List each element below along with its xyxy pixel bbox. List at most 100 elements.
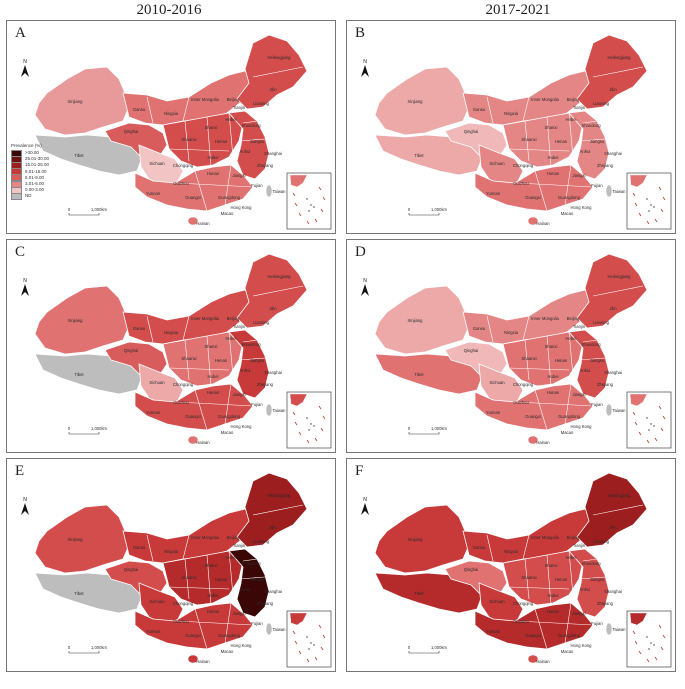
province-label: Shandong [581,342,601,347]
scale-bar [408,432,440,435]
province-label: Shaanxi [181,575,196,580]
province-border [184,558,190,600]
province-border [242,558,258,562]
scale-bar [68,651,100,654]
province-label: Shandong [581,561,601,566]
province-label: Yunnan [486,191,501,196]
province-border [162,343,170,369]
province-label: Hunan [547,390,560,395]
province-label: Shanghai [264,370,282,375]
province-border [502,343,510,369]
nine-dash-line [634,421,638,426]
province-label: Hebei [226,555,237,560]
province-label: Heilongjiang [267,274,291,279]
legend-title: Prevalence (%) [11,143,42,148]
province-border [146,96,154,124]
province-border [582,120,598,124]
province-label: Heilongjiang [607,55,631,60]
map-panel-b: Heilongjiang Xinjiang Jilin Liaoning Beijing… [346,20,676,234]
scale-bar [408,651,440,654]
north-arrow-icon [21,284,29,296]
nine-dash-line [320,427,324,432]
panel-label: F [355,463,364,479]
inset-island [653,644,655,646]
province-label: Guangdong [558,633,581,638]
province-label: Taiwan [272,408,286,413]
region-tibet [34,353,144,395]
inset-island [306,198,308,200]
province-label: Yunnan [146,410,161,415]
inset-island [646,417,648,419]
province-label: Jilin [269,306,277,311]
province-label: Shaanxi [521,356,536,361]
province-label: Gansu [133,326,146,331]
map-legend: Prevalence (%) >30.00 25.01-30.00 15.01-25.… [11,143,49,200]
province-label: Beijing [567,535,580,540]
province-label: Beijing [227,97,240,102]
nine-dash-line [294,202,298,207]
china-map-a: Heilongjiang Xinjiang Jilin Liaoning Beijing… [21,34,332,230]
nine-dash-line [646,658,650,663]
inset-island [313,644,315,646]
region-xinjiang [34,285,130,355]
region-east [228,110,270,180]
province-border [252,504,304,516]
province-border [524,120,530,162]
province-border [224,164,232,206]
nine-dash-line [646,439,650,444]
region-xinjiang [374,285,470,355]
map-panel-a: Heilongjiang Xinjiang Jilin Liaoning Beijing… [6,20,336,234]
province-label: Guangdong [218,633,241,638]
province-label: Taiwan [612,408,626,413]
province-label: Shaanxi [181,137,196,142]
province-label: Liaoning [593,539,610,544]
region-northeast [576,253,648,329]
province-label: Sichuan [149,599,165,604]
province-label: Hunan [207,171,220,176]
region-xinjiang [34,66,130,136]
province-label: Xinjiang [68,99,84,104]
province-label: Taiwan [612,189,626,194]
province-border [224,602,232,644]
inset-mainland [289,174,308,188]
panel-label: B [355,25,366,41]
province-label: Hebei [566,117,577,122]
province-border [508,367,570,371]
province-label: Guangdong [558,414,581,419]
province-label: Yunnan [486,629,501,634]
province-label: Jiangxi [572,611,585,616]
province-border [224,383,232,425]
province-label: Shaanxi [521,575,536,580]
inset-mainland [289,612,308,626]
province-label: Shanghai [604,370,622,375]
north-label: N [23,59,27,65]
province-label: Shanxi [205,563,218,568]
province-label: Jilin [269,525,277,530]
north-label: N [363,497,367,503]
region-central [162,550,244,606]
nine-dash-line [292,630,296,635]
province-label: Heilongjiang [607,493,631,498]
province-label: Hebei [566,336,577,341]
province-label: Shandong [241,561,261,566]
scale-label-end: 1,000km [91,426,108,431]
nine-dash-line [634,202,638,207]
province-border [252,285,304,297]
province-label: Shanxi [545,563,558,568]
nine-dash-line [638,431,642,436]
province-border [568,550,574,596]
province-label: Guizhou [513,619,529,624]
legend-label: 15.01-25.00 [25,162,50,168]
province-label: Chongqing [173,382,194,387]
province-border [582,558,598,562]
province-label: Xinjiang [408,99,424,104]
nine-dash-line [306,439,310,444]
province-label: Tibet [414,153,424,158]
province-label: Jiangsu [250,577,265,582]
province-border [522,315,530,341]
province-label: Inner Mongolia [531,316,559,321]
province-label: Guangxi [525,195,541,200]
region-south [474,602,594,650]
province-label: Gansu [133,545,146,550]
province-border [602,524,634,546]
